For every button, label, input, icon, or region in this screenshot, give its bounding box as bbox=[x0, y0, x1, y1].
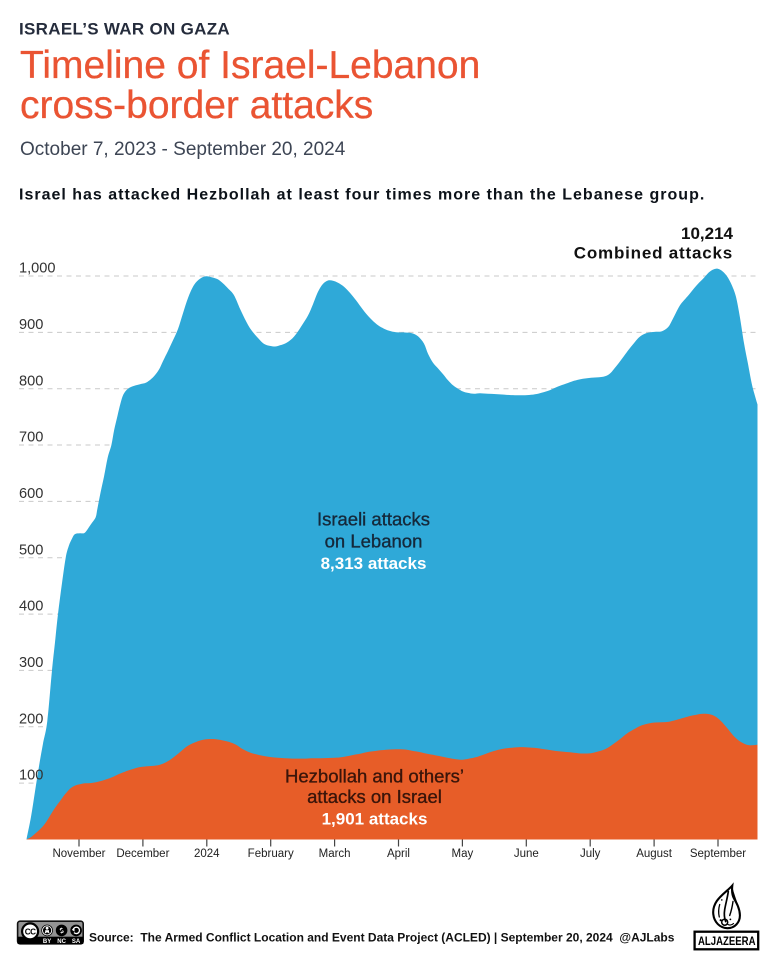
svg-text:700: 700 bbox=[19, 430, 43, 446]
svg-text:attacks on Israel: attacks on Israel bbox=[307, 786, 442, 807]
svg-text:100: 100 bbox=[19, 768, 43, 784]
svg-text:400: 400 bbox=[19, 599, 43, 615]
svg-text:Hezbollah and others’: Hezbollah and others’ bbox=[285, 766, 464, 787]
svg-text:SA: SA bbox=[72, 939, 81, 945]
svg-text:200: 200 bbox=[19, 711, 43, 727]
svg-text:on Lebanon: on Lebanon bbox=[325, 531, 423, 552]
svg-text:April: April bbox=[387, 848, 410, 860]
svg-text:500: 500 bbox=[19, 542, 43, 558]
svg-text:March: March bbox=[319, 848, 351, 860]
svg-text:ISRAEL’S WAR ON GAZA: ISRAEL’S WAR ON GAZA bbox=[19, 20, 230, 39]
svg-text:September: September bbox=[690, 848, 746, 860]
svg-text:8,313 attacks: 8,313 attacks bbox=[321, 554, 427, 573]
svg-text:February: February bbox=[248, 848, 294, 860]
svg-text:Israel has attacked Hezbollah: Israel has attacked Hezbollah at least f… bbox=[19, 187, 705, 204]
svg-text:Timeline of Israel-Lebanon: Timeline of Israel-Lebanon bbox=[20, 44, 480, 87]
svg-text:1,901 attacks: 1,901 attacks bbox=[322, 810, 428, 829]
svg-text:1,000: 1,000 bbox=[19, 261, 56, 277]
svg-text:900: 900 bbox=[19, 317, 43, 333]
svg-text:CC: CC bbox=[25, 927, 36, 936]
svg-text:November: November bbox=[52, 848, 105, 860]
svg-text:800: 800 bbox=[19, 373, 43, 389]
svg-text:ALJAZEERA: ALJAZEERA bbox=[698, 936, 756, 948]
svg-text:June: June bbox=[514, 848, 539, 860]
svg-text:May: May bbox=[452, 848, 474, 860]
svg-text:July: July bbox=[580, 848, 601, 860]
svg-text:December: December bbox=[116, 848, 169, 860]
svg-text:10,214: 10,214 bbox=[681, 224, 734, 243]
svg-text:2024: 2024 bbox=[194, 848, 220, 860]
svg-text:Israeli attacks: Israeli attacks bbox=[317, 509, 430, 530]
svg-text:Combined attacks: Combined attacks bbox=[574, 244, 733, 263]
svg-text:Source: The Armed Conflict Lo: Source: The Armed Conflict Location and … bbox=[89, 931, 675, 945]
svg-text:600: 600 bbox=[19, 486, 43, 502]
svg-text:cross-border attacks: cross-border attacks bbox=[20, 84, 373, 127]
svg-text:BY: BY bbox=[43, 939, 51, 945]
svg-text:300: 300 bbox=[19, 655, 43, 671]
svg-text:August: August bbox=[636, 848, 673, 860]
svg-text:October 7, 2023 - September 20: October 7, 2023 - September 20, 2024 bbox=[20, 139, 346, 160]
svg-text:NC: NC bbox=[57, 939, 66, 945]
